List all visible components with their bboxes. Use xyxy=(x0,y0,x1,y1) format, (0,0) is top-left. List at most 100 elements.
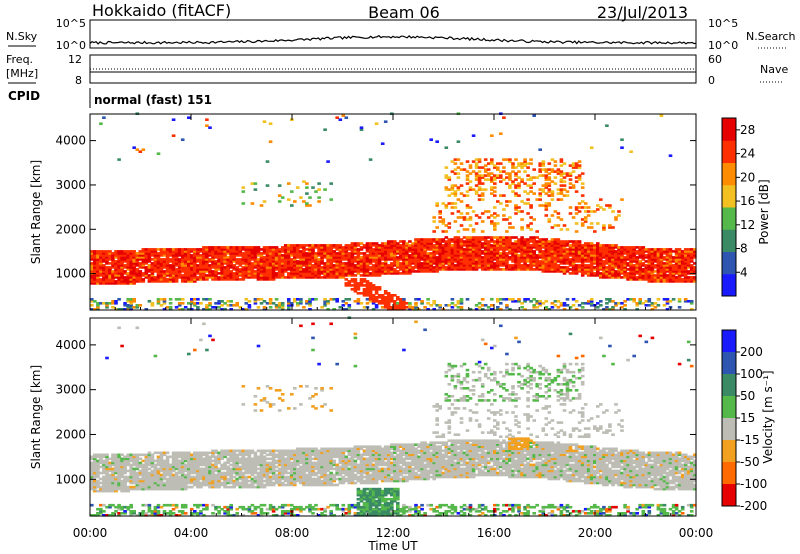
heatmap-cell xyxy=(596,248,600,251)
heatmap-cell xyxy=(290,258,294,261)
heatmap-cell xyxy=(365,288,370,291)
heatmap-cell xyxy=(144,453,149,457)
heatmap-cell xyxy=(93,308,97,311)
heatmap-cell xyxy=(190,514,194,517)
heatmap-cell xyxy=(465,254,470,257)
heatmap-cell xyxy=(150,461,155,465)
heatmap-cell xyxy=(523,170,527,173)
heatmap-cell xyxy=(214,252,218,255)
heatmap-cell xyxy=(371,300,376,303)
heatmap-cell xyxy=(247,266,252,269)
heatmap-cell xyxy=(265,268,270,271)
heatmap-cell xyxy=(156,274,161,277)
heatmap-cell xyxy=(459,266,464,269)
heatmap-cell xyxy=(108,274,112,277)
heatmap-cell xyxy=(114,505,118,509)
heatmap-cell xyxy=(644,260,649,263)
heatmap-cell xyxy=(662,266,667,269)
heatmap-cell xyxy=(256,264,261,267)
heatmap-cell xyxy=(496,222,500,225)
heatmap-cell xyxy=(432,266,436,269)
heatmap-cell xyxy=(99,282,103,285)
power-colorbar-label: Power [dB] xyxy=(757,179,771,244)
heatmap-cell xyxy=(341,254,346,257)
heatmap-cell xyxy=(441,222,446,225)
heatmap-cell xyxy=(214,274,218,277)
heatmap-cell xyxy=(223,254,227,257)
heatmap-cell xyxy=(505,258,509,261)
heatmap-cell xyxy=(347,298,352,301)
heatmap-cell xyxy=(177,276,182,279)
heatmap-cell xyxy=(641,268,646,271)
heatmap-cell xyxy=(90,250,94,253)
heatmap-cell xyxy=(287,300,291,303)
heatmap-cell xyxy=(574,208,579,211)
heatmap-cell xyxy=(490,254,494,257)
heatmap-cell xyxy=(159,514,164,517)
heatmap-cell xyxy=(462,194,467,197)
heatmap-cell xyxy=(193,461,197,465)
heatmap-cell xyxy=(235,262,239,265)
heatmap-cell xyxy=(374,298,379,301)
heatmap-cell xyxy=(202,272,206,275)
heatmap-cell xyxy=(220,250,224,253)
heatmap-cell xyxy=(132,453,136,457)
heatmap-cell xyxy=(517,250,521,253)
heatmap-cell xyxy=(641,252,646,255)
heatmap-cell xyxy=(256,250,261,253)
heatmap-cell xyxy=(659,254,664,257)
heatmap-cell xyxy=(432,270,436,273)
heatmap-cell xyxy=(320,306,324,309)
heatmap-cell xyxy=(235,260,239,263)
heatmap-cell xyxy=(532,236,536,239)
heatmap-cell xyxy=(402,240,406,243)
heatmap-cell xyxy=(450,212,455,215)
heatmap-cell xyxy=(308,196,312,199)
heatmap-cell xyxy=(393,308,397,311)
heatmap-cell xyxy=(265,262,270,265)
heatmap-cell xyxy=(177,479,182,483)
heatmap-cell xyxy=(90,308,94,311)
heatmap-cell xyxy=(250,246,255,249)
heatmap-cell xyxy=(177,485,182,489)
heatmap-cell xyxy=(229,266,233,269)
heatmap-cell xyxy=(96,268,100,271)
heatmap-cell xyxy=(308,260,312,263)
heatmap-cell xyxy=(565,240,570,243)
heatmap-cell xyxy=(608,298,612,301)
heatmap-cell xyxy=(141,487,146,491)
heatmap-cell xyxy=(635,308,639,311)
heatmap-cell xyxy=(99,477,103,481)
heatmap-cell xyxy=(102,272,106,275)
heatmap-cell xyxy=(571,298,576,301)
heatmap-cell xyxy=(432,262,436,265)
heatmap-cell xyxy=(571,250,576,253)
heatmap-cell xyxy=(620,260,624,263)
heatmap-cell xyxy=(499,254,503,257)
heatmap-cell xyxy=(120,262,124,265)
heatmap-cell xyxy=(96,475,100,479)
heatmap-cell xyxy=(374,270,379,273)
heatmap-cell xyxy=(577,250,582,253)
heatmap-cell xyxy=(589,256,594,259)
heatmap-cell xyxy=(141,250,146,253)
heatmap-cell xyxy=(293,248,297,251)
heatmap-cell xyxy=(514,166,518,169)
heatmap-cell xyxy=(565,252,570,255)
heatmap-cell xyxy=(380,296,385,299)
heatmap-cell xyxy=(193,280,197,283)
heatmap-cell xyxy=(417,248,421,251)
heatmap-cell xyxy=(544,256,549,259)
heatmap-cell xyxy=(420,264,424,267)
heatmap-cell xyxy=(153,354,158,358)
heatmap-cell xyxy=(589,226,594,229)
heatmap-cell xyxy=(329,252,333,255)
heatmap-cell xyxy=(547,256,552,259)
heatmap-cell xyxy=(138,262,143,265)
heatmap-cell xyxy=(365,250,370,253)
colorbar-swatch xyxy=(722,162,736,186)
heatmap-cell xyxy=(665,302,670,305)
noise-line xyxy=(89,34,697,45)
heatmap-cell xyxy=(305,204,309,207)
heatmap-cell xyxy=(417,242,421,245)
